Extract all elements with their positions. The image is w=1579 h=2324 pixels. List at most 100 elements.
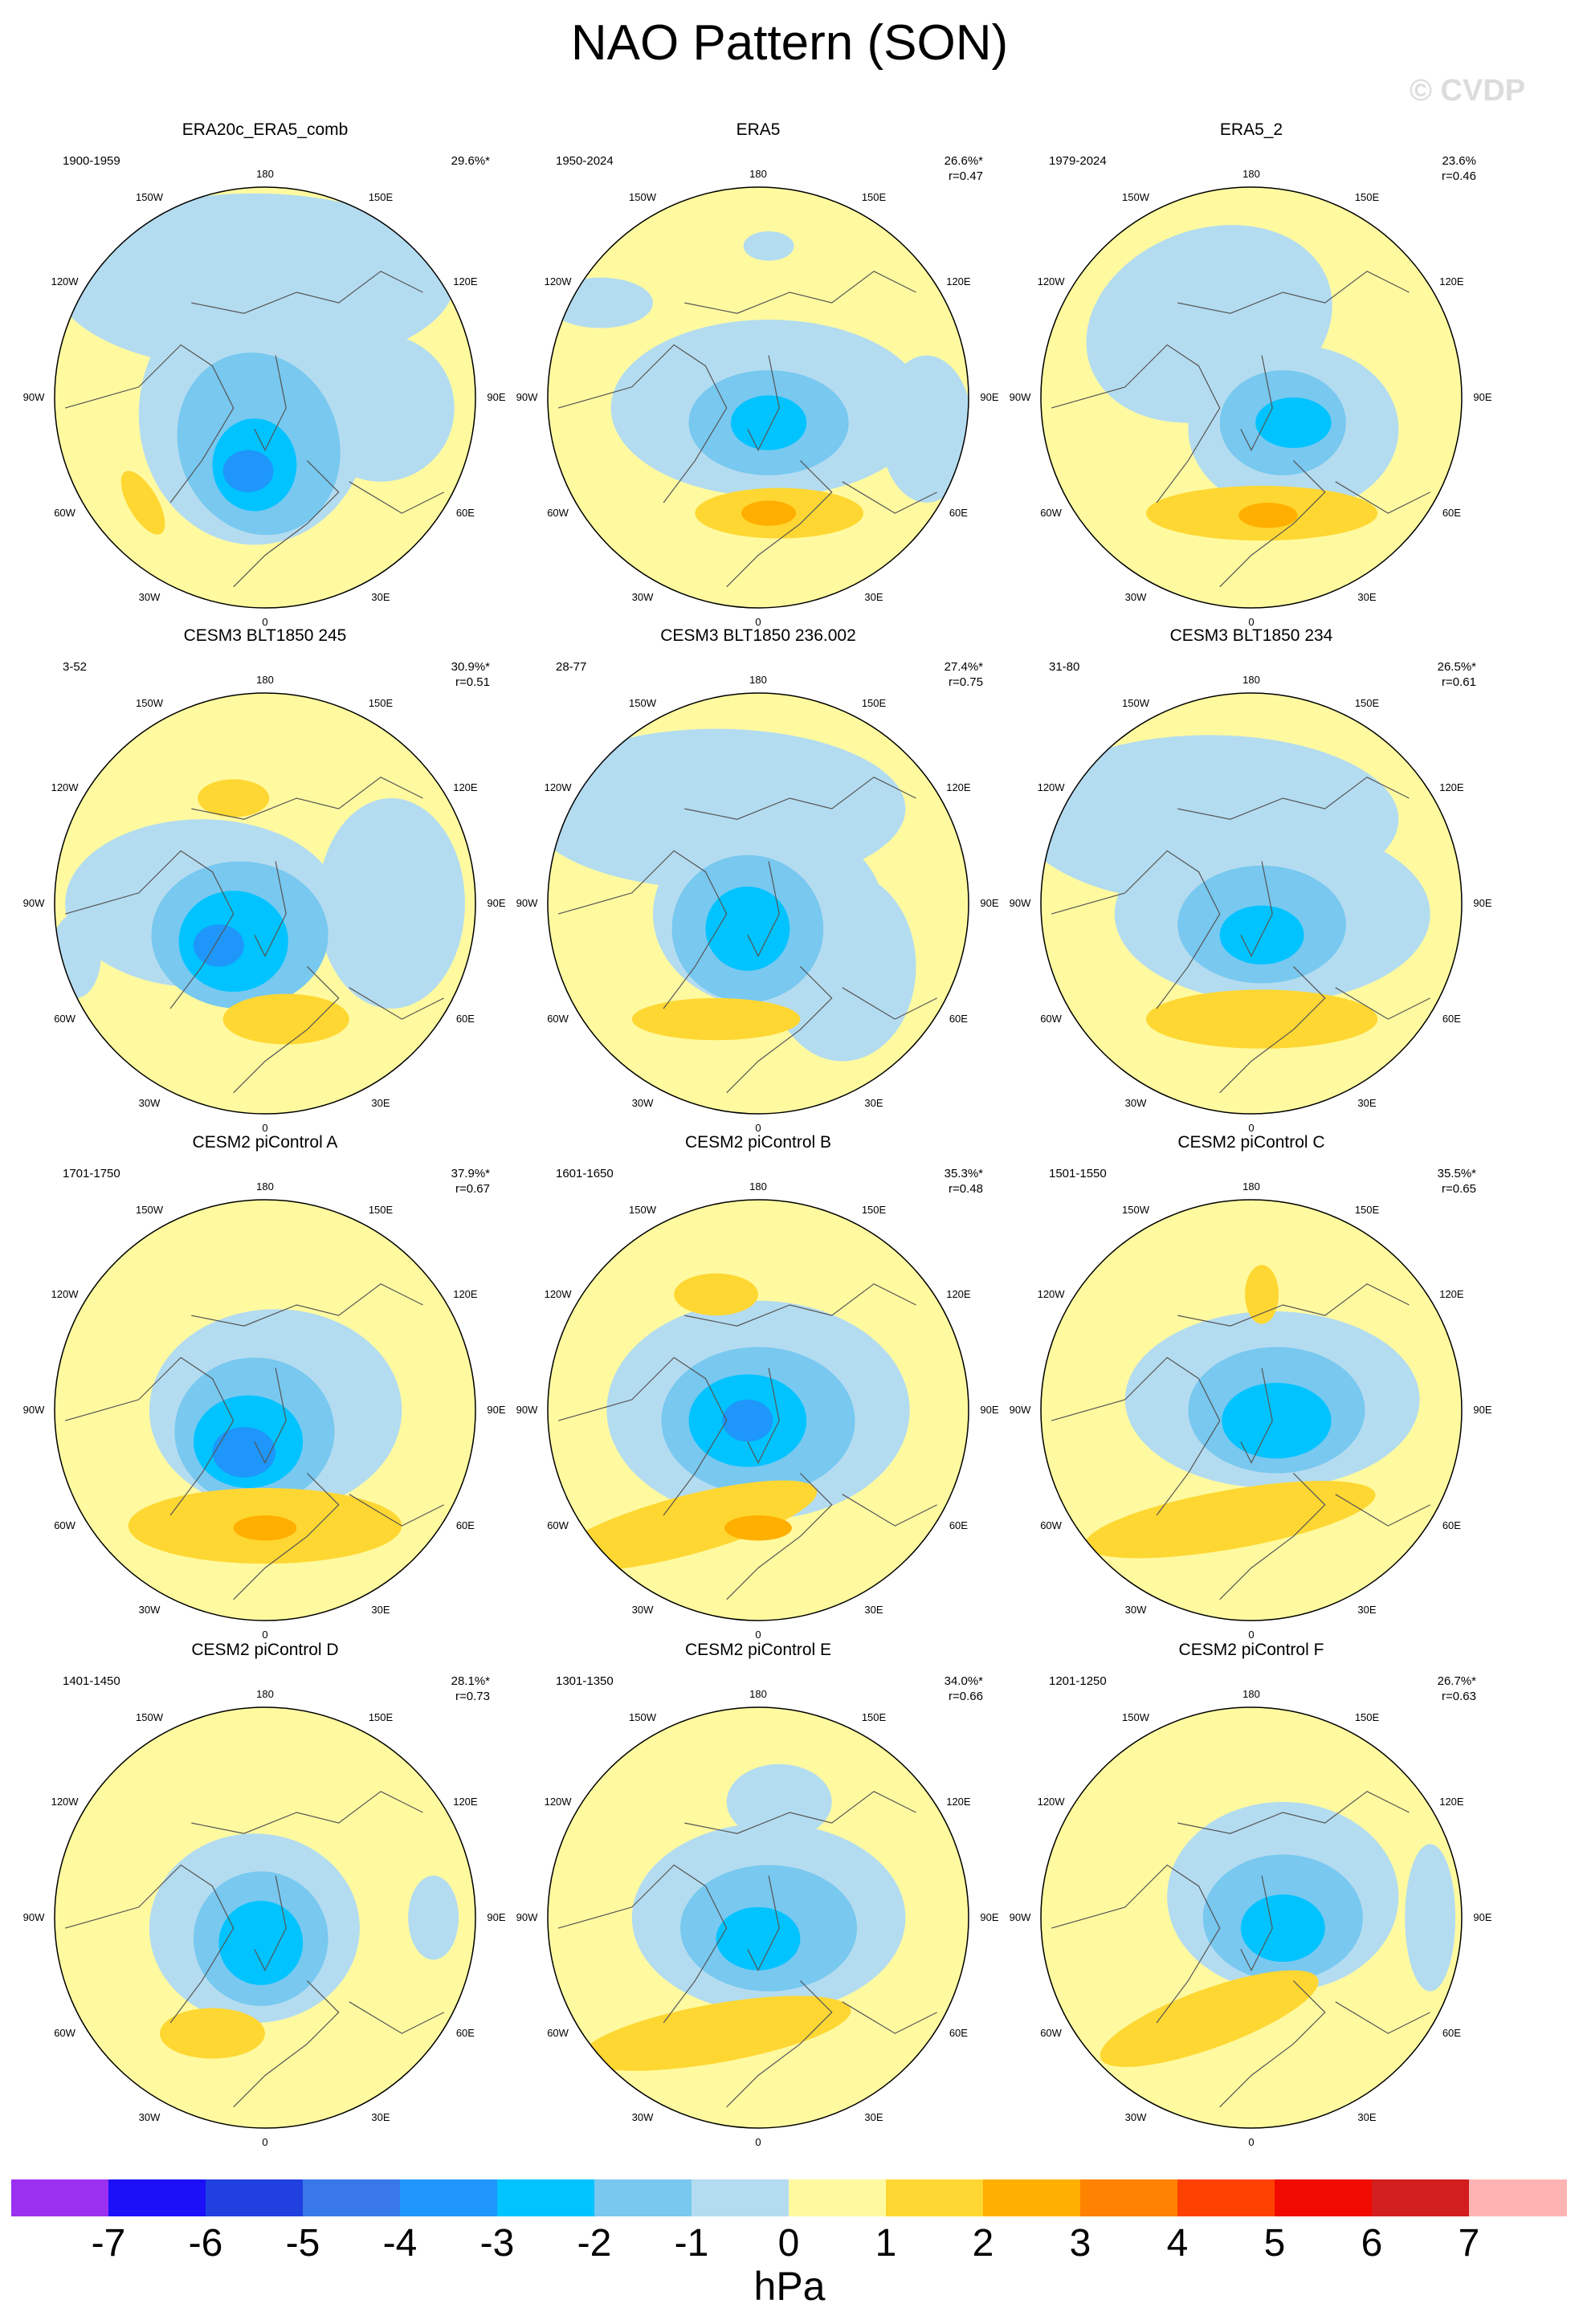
longitude-label: 150W (1122, 190, 1149, 203)
polar-map (1040, 1706, 1463, 2129)
anomaly-contour (730, 395, 807, 451)
longitude-label: 30E (864, 1604, 883, 1617)
longitude-label: 30E (371, 2111, 390, 2124)
anomaly-contour (1255, 398, 1332, 448)
longitude-label: 30E (1357, 2111, 1377, 2124)
anomaly-contour (741, 500, 797, 526)
colorbar-segment (497, 2179, 595, 2216)
coastline (1051, 1791, 1430, 2108)
coastline (1051, 271, 1430, 588)
longitude-label: 120W (544, 1796, 572, 1808)
longitude-label: 90W (516, 1404, 538, 1416)
colorbar-segment (11, 2179, 109, 2216)
longitude-label: 150E (1354, 696, 1380, 709)
map-border (547, 692, 969, 1115)
panel-period: 1601-1650 (556, 1167, 614, 1180)
longitude-label: 90E (980, 1404, 999, 1416)
longitude-label: 180 (1242, 168, 1260, 180)
panel-period: 1701-1750 (63, 1167, 120, 1180)
map-panel: ERA5_2 1979-2024 23.6% r=0.46 180 0 150W 120W 90… (1010, 120, 1492, 628)
longitude-label: 90E (1473, 1404, 1492, 1416)
anomaly-contour (55, 914, 101, 998)
longitude-label: 60W (1040, 1519, 1062, 1531)
longitude-label: 120E (946, 275, 971, 287)
longitude-label: 60E (949, 2027, 968, 2039)
longitude-label: 150W (136, 190, 163, 203)
longitude-label: 120W (1037, 781, 1065, 793)
panel-title: CESM2 piControl D (191, 1641, 339, 1659)
longitude-label: 120E (453, 1288, 478, 1300)
coastline (1051, 1283, 1430, 1600)
longitude-label: 30W (138, 1097, 161, 1110)
longitude-label: 90E (1473, 1911, 1492, 1923)
panel-period: 1950-2024 (556, 154, 614, 168)
longitude-label: 120W (544, 781, 572, 793)
longitude-label: 120E (1439, 275, 1464, 287)
colorbar-segment (400, 2179, 498, 2216)
longitude-label: 120W (51, 275, 79, 287)
longitude-label: 90E (1473, 391, 1492, 403)
colorbar-segment (983, 2179, 1081, 2216)
longitude-label: 30W (631, 2111, 654, 2124)
panel-variance-pct: 35.3%* (944, 1167, 983, 1180)
map-panel: ERA20c_ERA5_comb 1900-1959 29.6%* 180 0 150W 1… (23, 120, 506, 628)
longitude-label: 0 (262, 1122, 268, 1134)
longitude-label: 150E (368, 1203, 394, 1216)
longitude-label: 30W (631, 1097, 654, 1110)
map-border (54, 1199, 476, 1621)
colorbar-segment (886, 2179, 984, 2216)
anomaly-contour (726, 1763, 832, 1841)
panel-title: ERA20c_ERA5_comb (182, 120, 349, 139)
panel-variance-pct: 37.9%* (451, 1167, 490, 1180)
anomaly-contour (1245, 1265, 1279, 1324)
coastline (1051, 777, 1430, 1094)
longitude-label: 90W (22, 391, 45, 403)
coastline (557, 777, 937, 1094)
panel-variance-pct: 35.5%* (1437, 1167, 1476, 1180)
longitude-label: 180 (256, 1180, 274, 1193)
longitude-label: 90E (487, 897, 506, 909)
coastline (557, 271, 937, 588)
longitude-label: 150E (1354, 190, 1380, 203)
longitude-label: 60W (54, 2027, 75, 2039)
anomaly-contour (716, 1906, 801, 1971)
longitude-label: 0 (1248, 1122, 1255, 1134)
longitude-label: 60W (54, 507, 75, 519)
longitude-label: 0 (755, 1122, 761, 1134)
longitude-label: 90E (487, 1404, 506, 1416)
longitude-label: 120E (946, 1288, 971, 1300)
colorbar-tick-label: 7 (1458, 2222, 1480, 2265)
anomaly-contour (193, 924, 244, 967)
anomaly-contour (552, 1480, 818, 1572)
longitude-label: 90E (980, 1911, 999, 1923)
longitude-label: 60W (1040, 507, 1062, 519)
panel-title: CESM3 BLT1850 245 (183, 626, 347, 645)
longitude-label: 30E (1357, 1604, 1377, 1617)
longitude-label: 0 (1248, 616, 1255, 628)
longitude-label: 30E (371, 1097, 390, 1110)
longitude-label: 0 (755, 616, 761, 628)
anomaly-contour (631, 997, 801, 1041)
longitude-label: 60E (455, 507, 475, 519)
anomaly-contour (1405, 1844, 1456, 1992)
colorbar-tick-label: 1 (875, 2222, 897, 2265)
longitude-label: 0 (1248, 2136, 1255, 2148)
longitude-label: 120W (51, 781, 79, 793)
map-border (547, 1199, 969, 1621)
panel-title: CESM3 BLT1850 236.002 (660, 626, 856, 645)
anomaly-contour (1100, 1970, 1319, 2067)
longitude-label: 180 (1242, 674, 1260, 686)
longitude-label: 0 (262, 616, 268, 628)
longitude-label: 150W (136, 1203, 163, 1216)
colorbar-tick-label: -7 (91, 2222, 126, 2265)
anomaly-contour (218, 1901, 304, 1985)
anomaly-contour (1146, 989, 1378, 1049)
anomaly-contour (55, 193, 455, 370)
longitude-label: 150W (1122, 696, 1149, 709)
coastline (557, 1283, 937, 1600)
longitude-label: 30W (1124, 591, 1147, 604)
colorbar-segment (303, 2179, 401, 2216)
colorbar-tick-label: 4 (1166, 2222, 1189, 2265)
longitude-label: 150W (1122, 1710, 1149, 1723)
longitude-label: 60E (949, 507, 968, 519)
